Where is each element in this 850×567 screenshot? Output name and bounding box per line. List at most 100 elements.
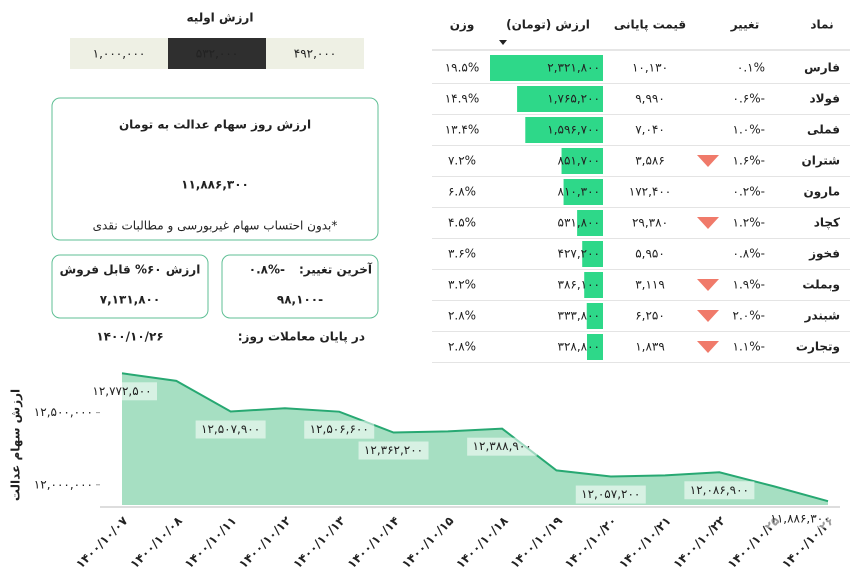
down-icon — [697, 279, 719, 291]
symbol: شتران — [801, 154, 840, 168]
down-icon — [697, 341, 719, 353]
option-button[interactable] — [266, 38, 364, 69]
change-label: آخرین تغییر: — [299, 262, 373, 277]
change: -۱.۹% — [733, 278, 765, 292]
x-tick-label: ۱۴۰۰/۱۰/۱۱ — [182, 514, 240, 567]
sellable-card — [51, 254, 209, 319]
value-bar — [525, 117, 603, 143]
price: ۶,۲۵۰ — [635, 309, 665, 323]
main-title: ارزش روز سهام عدالت به تومان — [119, 118, 311, 133]
line — [121, 372, 829, 503]
data-label: ۱۲,۳۶۲,۲۰۰ — [364, 443, 423, 457]
symbol: شبندر — [804, 309, 840, 323]
main-card — [51, 97, 379, 241]
change: -۱.۰% — [733, 123, 765, 137]
value-label-bg — [467, 437, 538, 456]
value-label: ۲,۳۲۱,۸۰۰ — [547, 61, 600, 75]
symbol: فولاد — [810, 92, 840, 107]
change-amount: -۹۸,۱۰۰ — [277, 293, 323, 307]
main-note: *بدون احتساب سهام غیربورسی و مطالبات نقد… — [93, 219, 338, 234]
x-tick-label: ۱۴۰۰/۱۰/۲۲ — [670, 513, 728, 567]
weight: ۳.۶% — [448, 247, 476, 261]
value-label-bg — [304, 420, 375, 439]
data-label: ۱۲,۰۵۷,۲۰۰ — [581, 487, 640, 501]
data-label: ۱۱,۸۸۶,۳۰۰ — [770, 512, 829, 526]
change: -۰.۸% — [733, 247, 765, 261]
symbol: کچاد — [814, 216, 840, 230]
value-label: ۳۲۸,۸۰۰ — [558, 340, 601, 354]
x-tick-label: ۱۴۰۰/۱۰/۲۱ — [616, 514, 674, 567]
change-card — [221, 254, 379, 319]
data-label: ۱۲,۷۷۲,۵۰۰ — [92, 384, 151, 398]
value-label: ۱,۵۹۶,۷۰۰ — [547, 123, 600, 137]
value-bar — [490, 55, 603, 81]
column-header: قیمت پایانی — [614, 18, 686, 32]
price: ۵,۹۵۰ — [635, 247, 665, 261]
date-value: ۱۴۰۰/۱۰/۲۶ — [96, 330, 163, 344]
value-label: ۸۵۱,۷۰۰ — [558, 154, 601, 168]
weight: ۲.۸% — [448, 309, 476, 323]
change: ۰.۱% — [737, 61, 765, 75]
down-icon — [697, 155, 719, 167]
data-label: ۱۲,۵۰۶,۶۰۰ — [310, 422, 369, 436]
weight: ۶.۸% — [448, 185, 476, 199]
symbol: مارون — [803, 185, 840, 200]
weight: ۲.۸% — [448, 340, 476, 354]
weight: ۱۹.۵% — [445, 61, 480, 75]
option-label: ۱,۰۰۰,۰۰۰ — [93, 47, 146, 61]
x-tick-label: ۱۴۰۰/۱۰/۱۲ — [236, 513, 294, 567]
x-tick-label: ۱۴۰۰/۱۰/۰۸ — [127, 513, 185, 567]
x-tick-label: ۱۴۰۰/۱۰/۱۸ — [453, 513, 511, 567]
weight: ۴.۵% — [448, 216, 476, 230]
value-bar — [577, 210, 603, 236]
symbol: فخوز — [808, 247, 840, 262]
weight: ۳.۲% — [448, 278, 476, 292]
x-tick-label: ۱۴۰۰/۱۰/۲۰ — [562, 514, 620, 567]
x-tick-label: ۱۴۰۰/۱۰/۱۴ — [345, 514, 403, 567]
data-label: ۱۲,۵۰۷,۹۰۰ — [201, 422, 260, 436]
y-tick-label: ۱۲,۵۰۰,۰۰۰ — [34, 405, 93, 419]
down-icon — [697, 310, 719, 322]
price: ۳,۱۱۹ — [635, 278, 665, 292]
value-label-bg — [765, 510, 835, 529]
x-tick-label: ۱۴۰۰/۱۰/۱۳ — [290, 513, 348, 567]
symbol: فملی — [807, 123, 840, 137]
value-bar — [586, 303, 603, 329]
value-label-bg — [358, 441, 429, 460]
value-bar — [586, 334, 603, 360]
price: ۱۰,۱۳۰ — [632, 61, 668, 75]
date-label: در پایان معاملات روز: — [238, 330, 365, 345]
value-bar — [563, 179, 603, 205]
value-label: ۴۲۷,۲۰۰ — [558, 247, 601, 261]
change: -۱.۶% — [733, 154, 765, 168]
value-label: ۵۳۱,۸۰۰ — [558, 216, 601, 230]
x-tick-label: ۱۴۰۰/۱۰/۱۵ — [399, 514, 457, 567]
option-label: ۴۹۲,۰۰۰ — [294, 47, 337, 61]
y-tick-label: ۱۲,۰۰۰,۰۰۰ — [34, 477, 93, 491]
sellable-label: ارزش ۶۰% قابل فروش — [60, 263, 201, 278]
change: -۲.۰% — [733, 309, 765, 323]
value-label-bg — [575, 485, 646, 504]
y-axis-label: ارزش سهام عدالت — [9, 389, 24, 501]
data-label: ۱۲,۳۸۸,۹۰۰ — [473, 439, 532, 453]
column-header: ارزش (تومان) — [506, 18, 590, 33]
option-button[interactable] — [168, 38, 266, 69]
option-button[interactable] — [70, 38, 168, 69]
weight: ۱۳.۴% — [445, 123, 480, 137]
value-label: ۳۳۳,۸۰۰ — [558, 309, 601, 323]
x-tick-label: ۱۴۰۰/۱۰/۰۷ — [73, 513, 131, 567]
price: ۷,۰۴۰ — [635, 123, 665, 137]
value-label-bg — [684, 481, 755, 500]
sort-icon — [499, 40, 507, 45]
value-label-bg — [87, 382, 157, 401]
selector-title: ارزش اولیه — [187, 11, 254, 26]
price: ۱,۸۳۹ — [635, 340, 665, 354]
value-label: ۳۸۶,۱۰۰ — [558, 278, 601, 292]
change: -۱.۲% — [733, 216, 765, 230]
value-label: ۱,۷۶۵,۲۰۰ — [547, 92, 600, 106]
option-label: ۵۳۲,۰۰۰ — [196, 47, 239, 61]
column-header: وزن — [450, 18, 475, 33]
sellable-value: ۷,۱۳۱,۸۰۰ — [100, 293, 160, 307]
value-label: ۸۱۰,۳۰۰ — [558, 185, 601, 199]
symbol: وبملت — [802, 278, 840, 293]
